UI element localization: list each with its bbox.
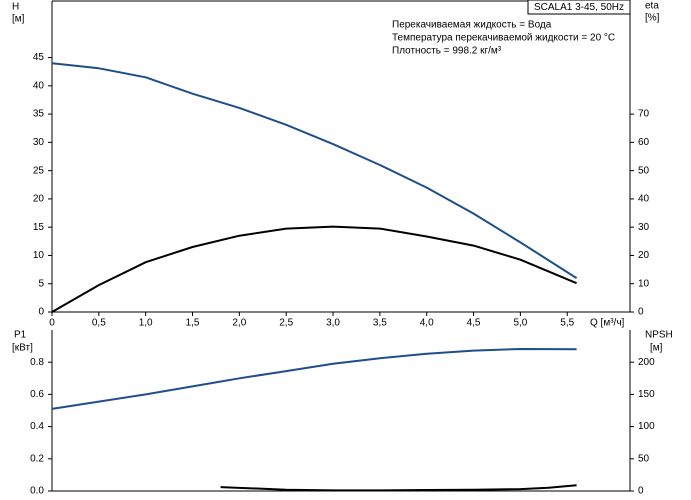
y2-tick-label: 100 bbox=[638, 421, 655, 432]
y-tick-label: 0.4 bbox=[30, 421, 44, 432]
y-tick-label: 25 bbox=[33, 165, 45, 176]
y-tick-label: 0.6 bbox=[30, 389, 44, 400]
x-tick-label: 4,5 bbox=[467, 318, 481, 329]
y-tick-label: 0.8 bbox=[30, 357, 44, 368]
y-tick-label: 40 bbox=[33, 80, 45, 91]
x-tick-label: 5,0 bbox=[513, 318, 527, 329]
y-tick-label: 0 bbox=[38, 307, 44, 318]
x-tick-label: 0,5 bbox=[92, 318, 106, 329]
y2-tick-label: 40 bbox=[638, 194, 650, 205]
x-tick-label: 0 bbox=[49, 318, 55, 329]
y-axis-label: P1 bbox=[14, 330, 27, 341]
y2-tick-label: 60 bbox=[638, 137, 650, 148]
y2-tick-label: 200 bbox=[638, 357, 655, 368]
y-axis-label: H bbox=[12, 2, 19, 13]
y2-tick-label: 30 bbox=[638, 222, 650, 233]
x-axis-label: Q [м³/ч] bbox=[590, 318, 625, 329]
y-tick-label: 0.0 bbox=[30, 486, 44, 497]
chart-title: SCALA1 3-45, 50Hz bbox=[534, 2, 624, 13]
x-tick-label: 3,5 bbox=[373, 318, 387, 329]
y2-axis-label: NPSH bbox=[645, 330, 673, 341]
y-tick-label: 20 bbox=[33, 194, 45, 205]
y-tick-label: 35 bbox=[33, 109, 45, 120]
annotation: Плотность = 998.2 кг/м³ bbox=[392, 46, 502, 57]
y2-axis-unit: [м] bbox=[650, 343, 663, 354]
x-tick-label: 2,0 bbox=[232, 318, 246, 329]
y2-axis-unit: [%] bbox=[645, 13, 660, 24]
curve bbox=[51, 225, 577, 313]
y-tick-label: 45 bbox=[33, 52, 45, 63]
curve bbox=[51, 62, 578, 279]
y2-tick-label: 0 bbox=[638, 486, 644, 497]
y2-axis-label: eta bbox=[645, 1, 659, 12]
x-tick-label: 2,5 bbox=[279, 318, 293, 329]
title-box bbox=[527, 0, 631, 15]
y-tick-label: 15 bbox=[33, 222, 45, 233]
y2-tick-label: 70 bbox=[638, 109, 650, 120]
curve bbox=[220, 484, 577, 492]
y-axis-unit: [м] bbox=[12, 14, 25, 25]
y2-tick-label: 150 bbox=[638, 389, 655, 400]
y-tick-label: 0.2 bbox=[30, 453, 44, 464]
y2-tick-label: 10 bbox=[638, 278, 650, 289]
y2-tick-label: 50 bbox=[638, 453, 650, 464]
x-tick-label: 1,5 bbox=[186, 318, 200, 329]
y-tick-label: 30 bbox=[33, 137, 45, 148]
y-tick-label: 10 bbox=[33, 250, 45, 261]
x-tick-label: 5,5 bbox=[560, 318, 574, 329]
y2-tick-label: 0 bbox=[638, 307, 644, 318]
y-tick-label: 5 bbox=[38, 278, 44, 289]
x-tick-label: 1,0 bbox=[139, 318, 153, 329]
x-tick-label: 4,0 bbox=[420, 318, 434, 329]
curve bbox=[51, 348, 577, 410]
y2-tick-label: 20 bbox=[638, 250, 650, 261]
x-tick-label: 3,0 bbox=[326, 318, 340, 329]
y-axis-unit: [кВт] bbox=[12, 343, 33, 354]
annotation: Температура перекачиваемой жидкости = 20… bbox=[392, 33, 615, 44]
y2-tick-label: 50 bbox=[638, 165, 650, 176]
annotation: Перекачиваемая жидкость = Вода bbox=[392, 20, 552, 31]
